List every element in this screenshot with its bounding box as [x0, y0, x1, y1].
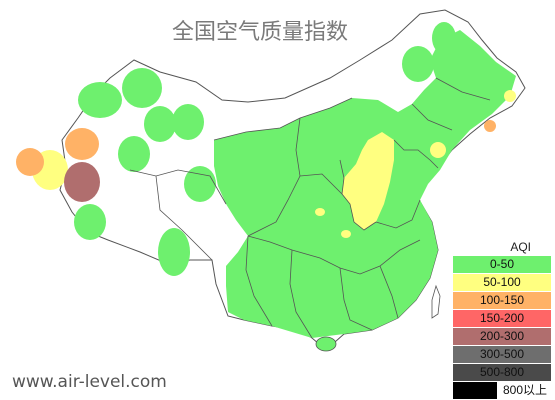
legend-row: 100-150: [453, 292, 551, 309]
taiwan-island: [431, 284, 441, 319]
station-good-2: [122, 68, 162, 108]
legend-label: 150-200: [479, 311, 525, 325]
station-moderate-northeast: [504, 90, 516, 102]
map-title: 全国空气质量指数: [171, 20, 348, 45]
station-sensitive-northeast: [484, 120, 496, 132]
legend-row: 500-800: [453, 364, 551, 381]
station-good-4: [172, 104, 204, 140]
station-good-6: [184, 166, 216, 202]
station-moderate-liaoning: [430, 142, 446, 158]
legend-rows: 0-50 50-100 100-150 150-200 200-300 300-500 50…: [453, 256, 551, 399]
legend-row: 200-300: [453, 328, 551, 345]
province-borders: [129, 77, 491, 339]
legend-row: 0-50: [453, 256, 551, 273]
station-good-7: [74, 204, 106, 240]
legend-label: 0-50: [489, 257, 515, 271]
legend-title: AQI: [510, 240, 531, 254]
legend-label: 800以上: [502, 383, 547, 397]
station-good-3: [144, 106, 176, 142]
station-sensitive-aksu: [65, 128, 99, 160]
legend-row: 50-100: [453, 274, 551, 291]
legend-label: 500-800: [479, 365, 525, 379]
legend-label: 100-150: [479, 293, 525, 307]
station-moderate-central: [315, 208, 325, 216]
region-moderate-north-china: [342, 132, 394, 230]
legend-label: 50-100: [483, 275, 521, 289]
station-good-8: [158, 228, 190, 276]
legend-row: 150-200: [453, 310, 551, 327]
station-sensitive-kashgar: [16, 148, 44, 176]
legend-label: 300-500: [479, 347, 525, 361]
region-good-northeast-a: [402, 46, 434, 82]
aqi-legend: AQI 0-50 50-100 100-150 150-200 200-300 300-5…: [453, 238, 551, 400]
region-good-northeast-b: [432, 22, 456, 54]
station-good-9: [228, 259, 252, 291]
site-watermark: www.air-level.com: [12, 372, 167, 392]
station-good-1: [78, 82, 122, 118]
legend-row: 300-500: [453, 346, 551, 363]
station-good-5: [118, 136, 150, 172]
region-good-hainan: [315, 336, 337, 352]
station-moderate-south: [341, 230, 351, 238]
station-heavy-hotan: [64, 162, 100, 202]
legend-label: 200-300: [479, 329, 525, 343]
legend-row: 800以上: [453, 382, 551, 399]
